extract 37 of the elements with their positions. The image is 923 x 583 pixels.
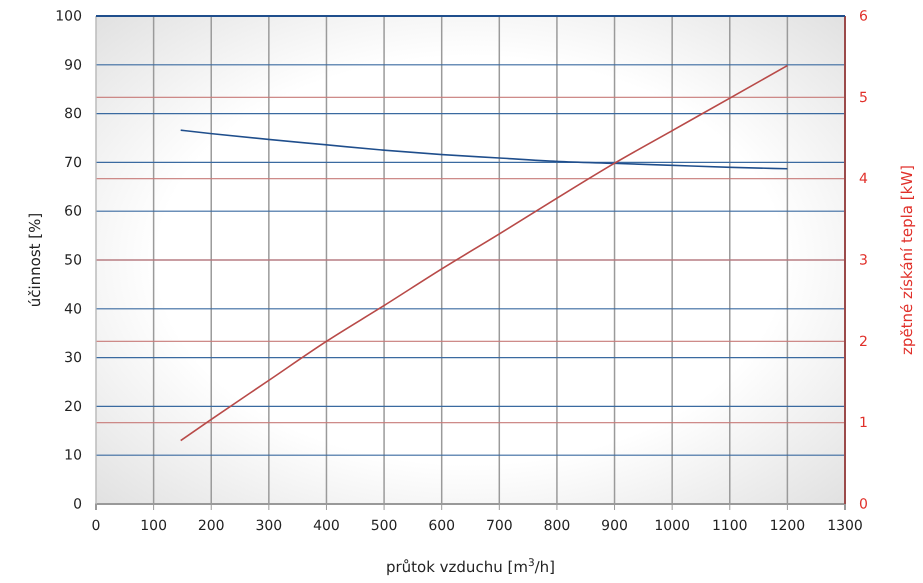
x-tick-label: 1000 <box>654 518 690 534</box>
y2-axis-title: zpětné získání tepla [kW] <box>898 165 916 355</box>
y-tick-label: 10 <box>64 448 82 464</box>
y-tick-label: 100 <box>55 8 82 24</box>
x-tick-label: 200 <box>198 518 225 534</box>
y-tick-label: 40 <box>64 301 82 318</box>
x-axis-title: průtok vzduchu [m$^{3}$/h] <box>386 557 556 576</box>
y-tick-label: 30 <box>64 350 82 366</box>
y-tick-label: 0 <box>73 496 82 512</box>
y-tick-label: 60 <box>64 204 82 220</box>
x-tick-label: 1100 <box>712 518 748 534</box>
x-tick-label: 300 <box>255 518 282 534</box>
x-tick-label: 1200 <box>770 518 806 534</box>
y2-tick-label: 3 <box>859 252 868 268</box>
y-tick-label: 90 <box>64 57 82 74</box>
y-axis-title: účinnost [%] <box>26 212 44 308</box>
x-tick-label: 0 <box>92 518 100 534</box>
x-tick-label: 100 <box>140 518 167 534</box>
line-series <box>180 64 788 442</box>
y2-tick-label: 6 <box>859 8 868 24</box>
x-tick-label: 1300 <box>827 518 863 534</box>
y2-tick-label: 2 <box>859 334 868 350</box>
x-tick-label: 500 <box>370 518 398 534</box>
y2-tick-label: 0 <box>859 496 868 512</box>
y-tick-label: 70 <box>64 154 82 171</box>
y-tick-label: 20 <box>64 398 82 415</box>
x-tick-label: 400 <box>313 518 340 534</box>
x-tick-label: 600 <box>428 518 456 534</box>
y-tick-label: 80 <box>64 106 82 122</box>
y2-tick-label: 4 <box>859 171 868 188</box>
line-series <box>180 129 788 170</box>
y-tick-label: 50 <box>64 252 82 268</box>
x-tick-label: 900 <box>601 518 628 534</box>
x-tick-label: 700 <box>486 518 513 534</box>
y2-tick-label: 1 <box>859 415 868 432</box>
y2-tick-label: 5 <box>859 90 868 106</box>
x-tick-label: 800 <box>544 518 570 534</box>
